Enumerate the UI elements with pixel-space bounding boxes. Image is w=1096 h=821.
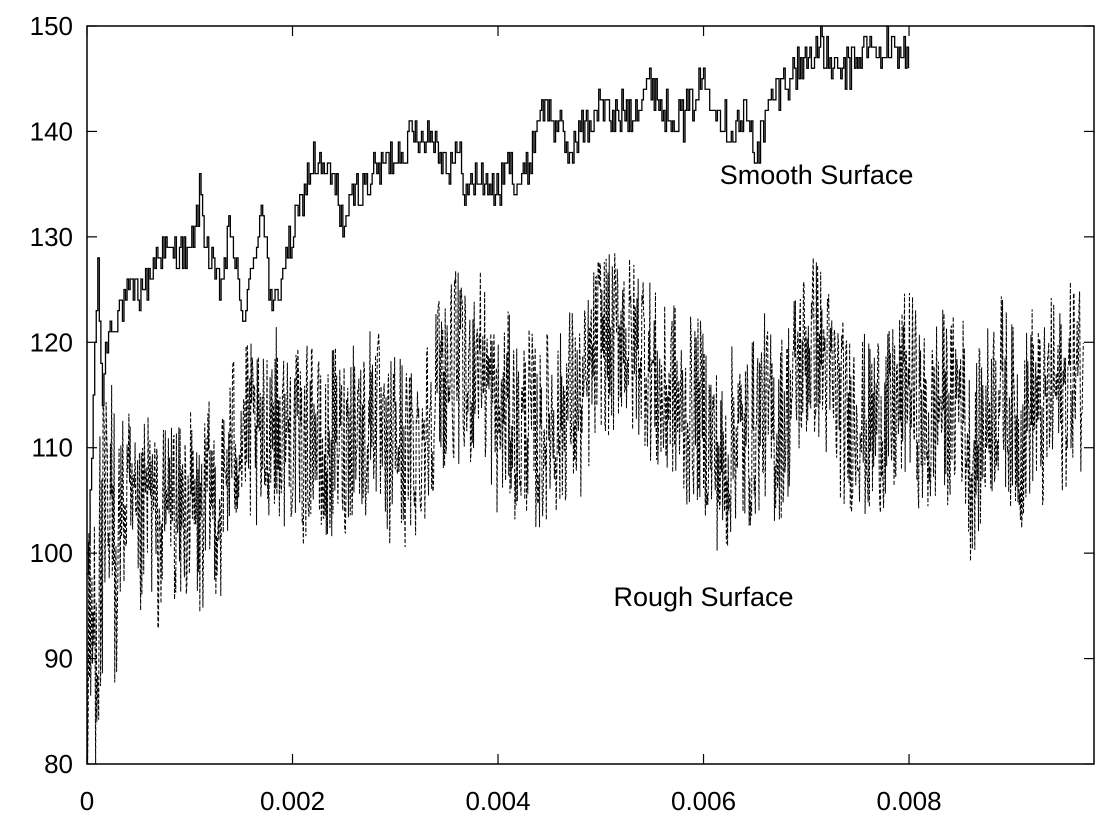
x-tick-label: 0.004 [465,786,530,816]
annotation-rough-surface: Rough Surface [613,582,793,612]
series-line-smooth-surface [87,25,910,575]
x-tick-label: 0.008 [877,786,942,816]
series-layer [86,25,1084,765]
x-tick-label: 0.002 [260,786,325,816]
y-tick-label: 120 [30,327,73,357]
y-tick-label: 110 [32,433,73,463]
annotations: Smooth Surface Rough Surface [613,160,913,612]
y-tick-label: 80 [44,749,73,779]
y-tick-label: 130 [30,222,73,252]
plot-frame [86,25,1095,765]
y-tick-label: 140 [30,116,73,146]
axis-tick-labels: 0 0.002 0.004 0.006 0.008 80 90 100 110 120 130 140… [30,11,942,816]
y-tick-label: 90 [44,644,73,674]
x-tick-label: 0.006 [671,786,736,816]
y-tick-label: 100 [30,538,73,568]
series-line-rough-surface [86,253,1084,765]
y-tick-label: 150 [30,11,73,41]
axis-ticks [86,25,1094,765]
x-tick-label: 0 [80,786,94,816]
annotation-smooth-surface: Smooth Surface [720,160,914,190]
